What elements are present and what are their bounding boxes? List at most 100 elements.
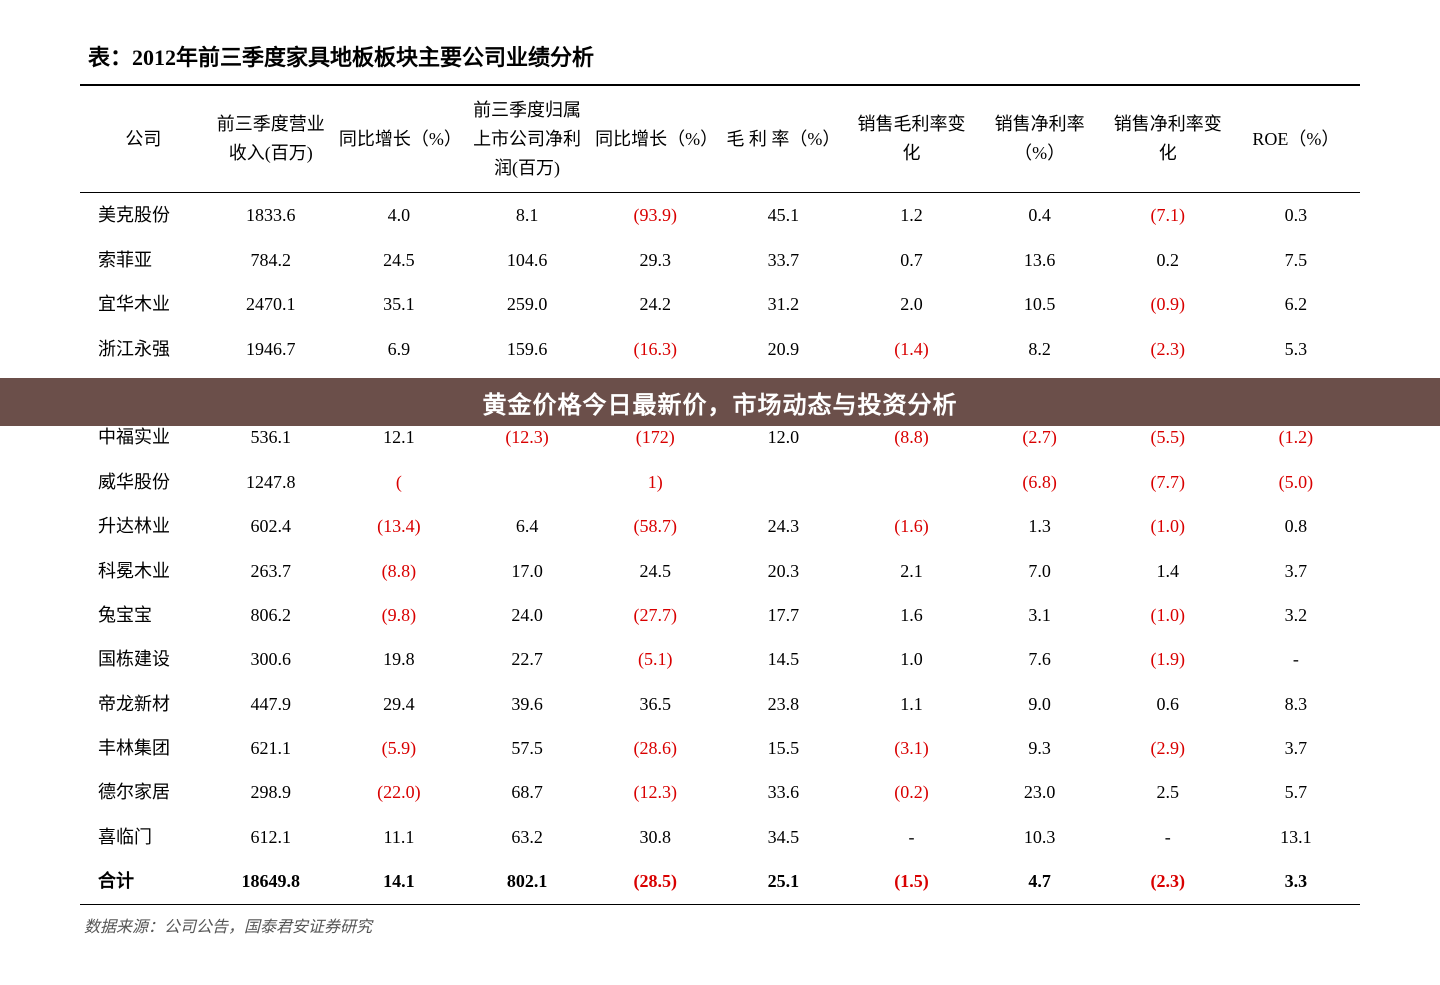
cell-value: 29.4 (335, 682, 463, 726)
cell-value: 24.3 (719, 504, 847, 548)
cell-value: 31.2 (719, 282, 847, 326)
cell-value: 2.5 (1104, 770, 1232, 814)
cell-value: 1.6 (847, 593, 975, 637)
table-row: 美克股份1833.64.08.1(93.9)45.11.20.4(7.1)0.3 (80, 193, 1360, 238)
cell-value: 8.1 (463, 193, 591, 238)
table-row: 浙江永强1946.76.9159.6(16.3)20.9(1.4)8.2(2.3… (80, 327, 1360, 371)
col-gross-change: 销售毛利率变化 (847, 85, 975, 193)
cell-company: 丰林集团 (80, 726, 207, 770)
cell-value: 33.6 (719, 770, 847, 814)
cell-value: 25.1 (719, 859, 847, 904)
cell-value: 3.3 (1232, 859, 1360, 904)
cell-value: 0.8 (1232, 504, 1360, 548)
cell-value: 0.4 (976, 193, 1104, 238)
cell-value: 1) (591, 460, 719, 504)
cell-value: 35.1 (335, 282, 463, 326)
cell-value: (5.0) (1232, 460, 1360, 504)
cell-value: 24.5 (591, 549, 719, 593)
cell-value: 24.0 (463, 593, 591, 637)
cell-value: (12.3) (591, 770, 719, 814)
cell-value: 10.3 (976, 815, 1104, 859)
cell-value: 17.7 (719, 593, 847, 637)
table-row: 德尔家居298.9(22.0)68.7(12.3)33.6(0.2)23.02.… (80, 770, 1360, 814)
cell-value: 8.3 (1232, 682, 1360, 726)
cell-value: 63.2 (463, 815, 591, 859)
cell-value: (13.4) (335, 504, 463, 548)
cell-value: 7.5 (1232, 238, 1360, 282)
cell-company: 喜临门 (80, 815, 207, 859)
cell-value: (1.0) (1104, 504, 1232, 548)
cell-value: 6.9 (335, 327, 463, 371)
cell-value: - (847, 815, 975, 859)
cell-value: 6.4 (463, 504, 591, 548)
cell-value: 0.6 (1104, 682, 1232, 726)
col-net-change: 销售净利率变化 (1104, 85, 1232, 193)
cell-value: 1.3 (976, 504, 1104, 548)
cell-company: 美克股份 (80, 193, 207, 238)
cell-value: 23.8 (719, 682, 847, 726)
cell-value: 14.1 (335, 859, 463, 904)
cell-value: 0.7 (847, 238, 975, 282)
cell-value: 300.6 (207, 637, 335, 681)
cell-value: 14.5 (719, 637, 847, 681)
cell-value: 13.1 (1232, 815, 1360, 859)
cell-value: (1.5) (847, 859, 975, 904)
table-row: 索菲亚784.224.5104.629.333.70.713.60.27.5 (80, 238, 1360, 282)
col-profit-growth: 同比增长（%） (591, 85, 719, 193)
cell-value: (1.0) (1104, 593, 1232, 637)
cell-value: (2.9) (1104, 726, 1232, 770)
table-row: 升达林业602.4(13.4)6.4(58.7)24.3(1.6)1.3(1.0… (80, 504, 1360, 548)
cell-value: 45.1 (719, 193, 847, 238)
cell-value: (5.1) (591, 637, 719, 681)
cell-value: 39.6 (463, 682, 591, 726)
cell-value: (7.1) (1104, 193, 1232, 238)
cell-value: (0.9) (1104, 282, 1232, 326)
cell-value: (28.6) (591, 726, 719, 770)
cell-value: 36.5 (591, 682, 719, 726)
cell-value: 3.2 (1232, 593, 1360, 637)
cell-value (719, 460, 847, 504)
cell-value: 3.7 (1232, 549, 1360, 593)
cell-value: 3.7 (1232, 726, 1360, 770)
col-rev-growth: 同比增长（%） (335, 85, 463, 193)
cell-value: 22.7 (463, 637, 591, 681)
cell-value: 104.6 (463, 238, 591, 282)
cell-value: 29.3 (591, 238, 719, 282)
overlay-banner: 黄金价格今日最新价，市场动态与投资分析 (0, 378, 1440, 426)
cell-value: 4.7 (976, 859, 1104, 904)
cell-value: 2.1 (847, 549, 975, 593)
cell-value: 602.4 (207, 504, 335, 548)
table-row: 丰林集团621.1(5.9)57.5(28.6)15.5(3.1)9.3(2.9… (80, 726, 1360, 770)
cell-value: (27.7) (591, 593, 719, 637)
cell-value: 1.1 (847, 682, 975, 726)
cell-value: (1.4) (847, 327, 975, 371)
cell-value: 5.7 (1232, 770, 1360, 814)
cell-value: (22.0) (335, 770, 463, 814)
cell-value: (2.3) (1104, 859, 1232, 904)
cell-company: 宜华木业 (80, 282, 207, 326)
table-row: 威华股份1247.8(1)(6.8)(7.7)(5.0) (80, 460, 1360, 504)
cell-value: 447.9 (207, 682, 335, 726)
table-header-row: 公司 前三季度营业收入(百万) 同比增长（%） 前三季度归属上市公司净利润(百万… (80, 85, 1360, 193)
cell-value: (6.8) (976, 460, 1104, 504)
cell-value (847, 460, 975, 504)
cell-company: 索菲亚 (80, 238, 207, 282)
cell-value: (1.9) (1104, 637, 1232, 681)
col-company: 公司 (80, 85, 207, 193)
data-source: 数据来源：公司公告，国泰君安证券研究 (80, 905, 1360, 945)
cell-company: 合计 (80, 859, 207, 904)
cell-value: - (1104, 815, 1232, 859)
cell-value: (7.7) (1104, 460, 1232, 504)
cell-value: 159.6 (463, 327, 591, 371)
cell-value: 15.5 (719, 726, 847, 770)
cell-value: 1.4 (1104, 549, 1232, 593)
cell-value: 68.7 (463, 770, 591, 814)
cell-value: (93.9) (591, 193, 719, 238)
performance-table: 公司 前三季度营业收入(百万) 同比增长（%） 前三季度归属上市公司净利润(百万… (80, 84, 1360, 905)
cell-company: 兔宝宝 (80, 593, 207, 637)
cell-value: 612.1 (207, 815, 335, 859)
cell-value: 2470.1 (207, 282, 335, 326)
cell-value: 19.8 (335, 637, 463, 681)
table-title: 表：2012年前三季度家具地板板块主要公司业绩分析 (80, 40, 1360, 72)
cell-value: 0.2 (1104, 238, 1232, 282)
